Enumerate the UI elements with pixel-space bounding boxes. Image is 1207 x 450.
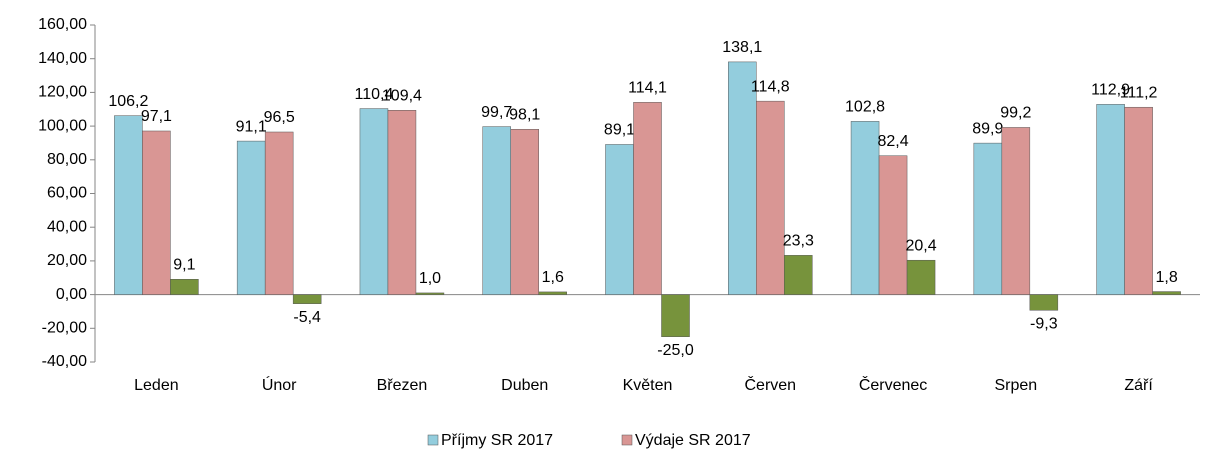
value-label: 110,4 xyxy=(355,86,394,103)
y-tick-label: 120,00 xyxy=(38,84,87,101)
y-tick-label: 100,00 xyxy=(38,117,87,134)
bar xyxy=(906,259,936,295)
bar xyxy=(633,102,662,295)
x-tick-label: Duben xyxy=(501,377,548,394)
x-tick-label: Březen xyxy=(377,377,428,394)
value-label: 138,1 xyxy=(722,39,762,56)
bar xyxy=(1029,294,1059,311)
bar xyxy=(1152,291,1181,295)
value-label: 98,1 xyxy=(509,107,540,124)
x-tick-label: Červenec xyxy=(859,375,927,394)
bar xyxy=(359,108,389,295)
bar xyxy=(510,129,539,295)
value-label: 111,2 xyxy=(1120,84,1158,101)
y-tick-label: 20,00 xyxy=(47,252,87,269)
bar xyxy=(114,115,143,295)
value-label: 96,5 xyxy=(264,109,295,126)
bar xyxy=(387,110,417,295)
value-label: 82,4 xyxy=(877,133,908,150)
value-label: -9,3 xyxy=(1030,315,1058,332)
value-label: -25,0 xyxy=(657,342,694,359)
y-tick-label: -20,00 xyxy=(42,320,87,337)
value-label: 99,7 xyxy=(481,104,512,121)
y-tick-label: 40,00 xyxy=(47,218,87,235)
value-label: 1,8 xyxy=(1155,269,1177,286)
y-tick-label: 0,00 xyxy=(56,286,87,303)
y-tick-label: 160,00 xyxy=(38,16,87,33)
value-label: 102,8 xyxy=(845,99,885,116)
bar xyxy=(973,142,1003,295)
value-label: 97,1 xyxy=(141,108,172,125)
x-tick-label: Leden xyxy=(134,377,179,394)
x-tick-label: Červen xyxy=(744,375,796,394)
legend-label: Výdaje SR 2017 xyxy=(635,432,751,449)
bar xyxy=(1124,106,1153,295)
x-tick-label: Květen xyxy=(623,377,673,394)
value-label: 109,4 xyxy=(382,87,422,104)
value-label: 114,8 xyxy=(751,78,790,95)
bar xyxy=(482,126,511,295)
value-label: -5,4 xyxy=(293,309,321,326)
bar xyxy=(142,130,171,295)
bar xyxy=(850,121,880,295)
legend-swatch xyxy=(621,434,633,446)
y-tick-label: 140,00 xyxy=(38,50,87,67)
legend-swatch xyxy=(427,434,439,446)
value-label: 1,0 xyxy=(419,270,441,287)
value-label: 114,1 xyxy=(628,80,667,97)
x-tick-label: Únor xyxy=(262,375,297,394)
value-label: 112,9 xyxy=(1091,82,1130,99)
bar xyxy=(728,61,757,295)
bar xyxy=(236,140,266,295)
y-tick-label: 80,00 xyxy=(47,151,87,168)
value-label: 23,3 xyxy=(783,233,814,250)
bar xyxy=(170,279,199,295)
legend-label: Příjmy SR 2017 xyxy=(441,432,553,449)
bar xyxy=(661,294,690,337)
value-label: 9,1 xyxy=(173,256,195,273)
bar xyxy=(292,294,322,304)
bar xyxy=(784,255,813,295)
x-tick-label: Září xyxy=(1124,377,1153,394)
value-label: 91,1 xyxy=(236,118,267,135)
bar xyxy=(1001,127,1031,295)
y-tick-label: 60,00 xyxy=(47,185,87,202)
bar xyxy=(756,100,785,295)
value-label: 20,4 xyxy=(905,237,936,254)
x-tick-label: Srpen xyxy=(994,377,1037,394)
value-label: 106,2 xyxy=(108,93,148,110)
bar xyxy=(415,292,445,295)
value-label: 1,6 xyxy=(542,269,564,286)
bar xyxy=(1096,104,1125,295)
bar xyxy=(264,131,294,295)
bar xyxy=(538,291,567,295)
value-label: 99,2 xyxy=(1000,105,1031,122)
bar xyxy=(878,155,908,295)
value-label: 89,1 xyxy=(604,122,635,139)
y-tick-label: -40,00 xyxy=(42,353,87,370)
bar xyxy=(605,144,634,295)
value-label: 89,9 xyxy=(972,120,1003,137)
